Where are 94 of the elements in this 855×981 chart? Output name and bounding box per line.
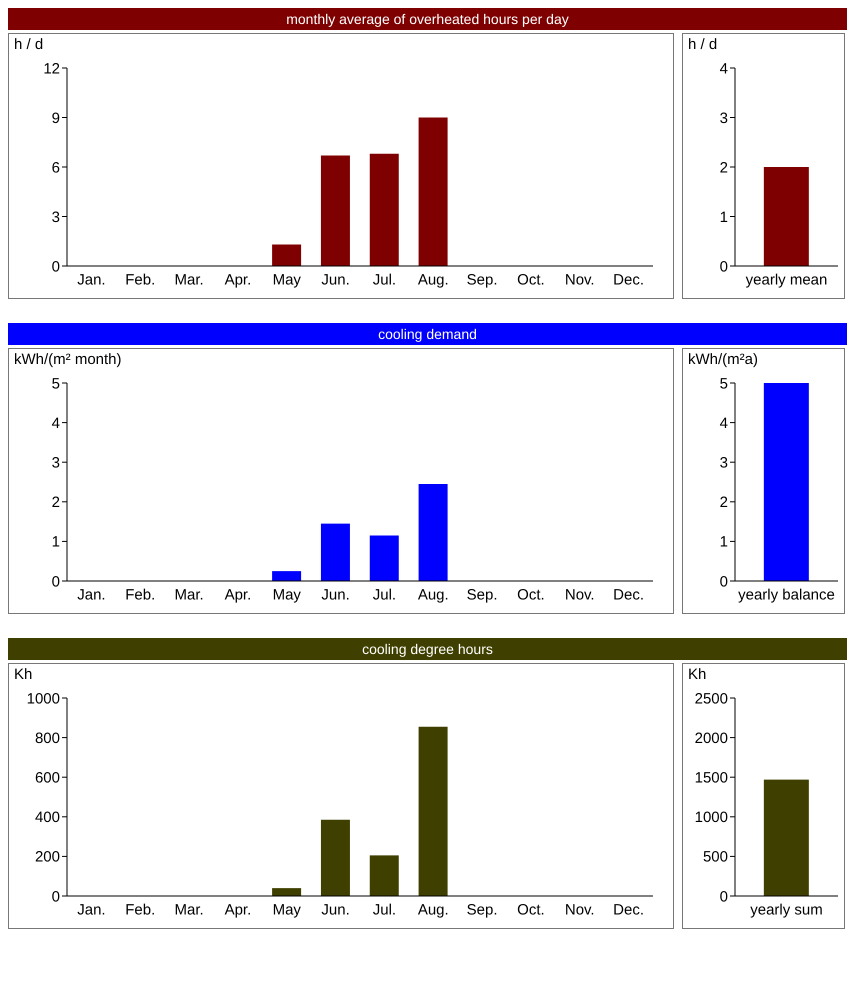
- x-tick-label: Jul.: [372, 586, 396, 604]
- y-axis-title: kWh/(m²a): [688, 351, 758, 368]
- y-tick-label: 9: [52, 110, 60, 127]
- y-tick-label: 5: [52, 375, 60, 392]
- x-tick-label: yearly sum: [750, 902, 823, 919]
- y-tick-label: 2: [720, 494, 728, 512]
- y-tick-label: 4: [720, 414, 728, 432]
- y-tick-label: 0: [720, 888, 728, 906]
- x-tick-label: Aug.: [418, 586, 449, 604]
- y-tick-label: 3: [52, 454, 60, 472]
- y-tick-label: 0: [720, 573, 728, 590]
- bar: [320, 524, 350, 581]
- x-tick-label: Sep.: [466, 586, 498, 604]
- y-tick-label: 600: [34, 770, 60, 787]
- y-tick-label: 4: [52, 414, 60, 432]
- y-tick-label: 0: [52, 258, 60, 276]
- x-tick-label: Nov.: [564, 272, 595, 289]
- y-tick-label: 2: [720, 159, 728, 176]
- chart-title: cooling demand: [8, 323, 847, 345]
- y-axis-title: h / d: [688, 36, 718, 53]
- x-tick-label: yearly mean: [746, 272, 828, 289]
- chart-title: cooling degree hours: [8, 638, 847, 660]
- x-tick-label: Jan.: [77, 586, 106, 604]
- y-axis-title: Kh: [688, 666, 706, 683]
- y-tick-label: 5: [720, 375, 728, 392]
- bar: [370, 855, 399, 896]
- y-tick-label: 1: [52, 534, 60, 551]
- x-tick-label: Jun.: [321, 902, 350, 919]
- y-tick-label: 1: [720, 208, 728, 226]
- x-tick-label: May: [272, 586, 302, 604]
- y-tick-label: 200: [34, 848, 60, 866]
- x-tick-label: Dec.: [613, 272, 644, 289]
- x-tick-label: Apr.: [224, 902, 252, 919]
- y-tick-label: 1000: [26, 690, 60, 708]
- y-tick-label: 2500: [694, 690, 728, 708]
- x-tick-label: Apr.: [224, 272, 252, 289]
- x-tick-label: Nov.: [564, 586, 595, 604]
- y-tick-label: 3: [720, 110, 728, 127]
- y-axis-title: Kh: [14, 666, 32, 683]
- x-tick-label: May: [272, 902, 302, 919]
- x-tick-label: Dec.: [613, 902, 644, 919]
- y-tick-label: 1000: [694, 809, 728, 826]
- x-tick-label: Oct.: [517, 272, 545, 289]
- x-tick-label: Mar.: [174, 272, 204, 289]
- bar: [320, 155, 350, 266]
- y-tick-label: 2: [52, 494, 60, 512]
- x-tick-label: May: [272, 272, 302, 289]
- y-tick-label: 1500: [694, 770, 728, 787]
- x-tick-label: Mar.: [174, 586, 204, 604]
- y-tick-label: 0: [52, 573, 60, 590]
- y-tick-label: 800: [34, 730, 60, 747]
- y-axis-title: kWh/(m² month): [14, 351, 122, 368]
- x-tick-label: Mar.: [174, 902, 204, 919]
- x-tick-label: Jun.: [321, 586, 350, 604]
- y-tick-label: 12: [43, 60, 60, 78]
- bar: [418, 118, 448, 266]
- x-tick-label: Feb.: [125, 902, 156, 919]
- chart-title: monthly average of overheated hours per day: [8, 8, 847, 30]
- bar: [320, 820, 350, 896]
- x-tick-label: Jun.: [321, 272, 350, 289]
- y-tick-label: 3: [52, 208, 60, 226]
- y-tick-label: 2000: [694, 730, 728, 747]
- y-axis-title: h / d: [14, 36, 44, 53]
- x-tick-label: Dec.: [613, 586, 644, 604]
- x-tick-label: Jan.: [77, 902, 106, 919]
- y-tick-label: 500: [702, 848, 728, 866]
- y-tick-label: 0: [720, 258, 728, 276]
- x-tick-label: Jan.: [77, 272, 106, 289]
- x-tick-label: Oct.: [517, 902, 545, 919]
- y-tick-label: 0: [52, 888, 60, 906]
- y-tick-label: 4: [720, 60, 728, 78]
- x-tick-label: Sep.: [466, 902, 498, 919]
- bar: [272, 571, 302, 581]
- x-tick-label: Jul.: [372, 272, 396, 289]
- x-tick-label: Feb.: [125, 586, 156, 604]
- bar: [370, 154, 399, 266]
- x-tick-label: Aug.: [418, 272, 449, 289]
- bar: [418, 726, 448, 896]
- y-tick-label: 400: [34, 809, 60, 826]
- y-tick-label: 1: [720, 534, 728, 551]
- x-tick-label: Jul.: [372, 902, 396, 919]
- x-tick-label: Oct.: [517, 586, 545, 604]
- bar: [272, 888, 302, 896]
- y-tick-label: 3: [720, 454, 728, 472]
- bar: [370, 535, 399, 581]
- x-tick-label: Apr.: [224, 586, 252, 604]
- x-tick-label: Nov.: [564, 902, 595, 919]
- bar: [418, 484, 448, 581]
- x-tick-label: Sep.: [466, 272, 498, 289]
- x-tick-label: yearly balance: [738, 586, 835, 604]
- x-tick-label: Aug.: [418, 902, 449, 919]
- x-tick-label: Feb.: [125, 272, 156, 289]
- y-tick-label: 6: [52, 159, 60, 176]
- bar: [272, 244, 302, 266]
